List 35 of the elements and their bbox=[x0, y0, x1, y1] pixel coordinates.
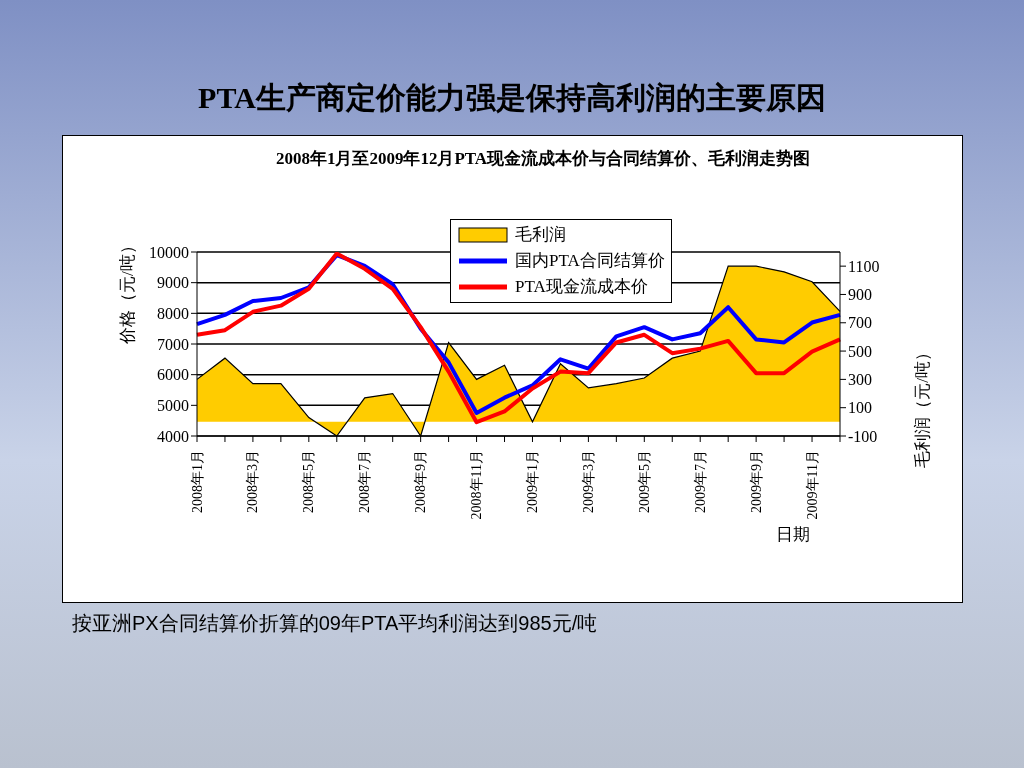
chart-subtitle: 2008年1月至2009年12月PTA现金流成本价与合同结算价、毛利润走势图 bbox=[274, 148, 812, 170]
y2-tick-label: -100 bbox=[848, 427, 878, 445]
y2-tick-label: 100 bbox=[848, 399, 872, 417]
y-tick-label: 4000 bbox=[157, 427, 189, 445]
text: 按亚洲PX合同结算价折算的09年PTA平均利润达到985元/吨 bbox=[72, 611, 598, 636]
legend-label: 毛利润 bbox=[515, 224, 566, 246]
legend-label: 国内PTA合同结算价 bbox=[515, 250, 665, 272]
x-tick-label: 2009年3月 bbox=[580, 450, 596, 513]
x-tick-label: 2009年9月 bbox=[748, 450, 764, 513]
y-tick-label: 5000 bbox=[157, 397, 189, 415]
y2-axis-title: 毛利润（元/吨） bbox=[913, 344, 933, 468]
y2-tick-label: 1100 bbox=[848, 257, 880, 275]
x-tick-label: 2008年5月 bbox=[301, 450, 317, 513]
y-tick-label: 7000 bbox=[157, 335, 189, 353]
y-tick-label: 6000 bbox=[157, 366, 189, 384]
y2-tick-label: 900 bbox=[848, 286, 872, 304]
x-tick-label: 2009年7月 bbox=[692, 450, 708, 513]
chart-title: PTA生产商定价能力强是保持高利润的主要原因 bbox=[197, 80, 827, 116]
y-axis-title: 价格（元/吨） bbox=[118, 237, 138, 345]
y2-tick-label: 700 bbox=[848, 314, 872, 332]
x-tick-label: 2008年9月 bbox=[413, 450, 429, 513]
legend-label: PTA现金流成本价 bbox=[515, 276, 648, 298]
y-tick-label: 10000 bbox=[149, 243, 189, 261]
x-tick-label: 2009年1月 bbox=[524, 450, 540, 513]
y2-tick-label: 300 bbox=[848, 371, 872, 389]
x-tick-label: 2009年11月 bbox=[804, 450, 820, 520]
x-tick-label: 2008年11月 bbox=[469, 450, 485, 520]
x-tick-label: 2008年3月 bbox=[245, 450, 261, 513]
x-axis-title: 日期 bbox=[776, 525, 810, 544]
x-tick-label: 2008年7月 bbox=[357, 450, 373, 513]
y-tick-label: 9000 bbox=[157, 274, 189, 292]
x-tick-label: 2009年5月 bbox=[636, 450, 652, 513]
y2-tick-label: 500 bbox=[848, 342, 872, 360]
y-tick-label: 8000 bbox=[157, 305, 189, 323]
x-tick-label: 2008年1月 bbox=[189, 450, 205, 513]
